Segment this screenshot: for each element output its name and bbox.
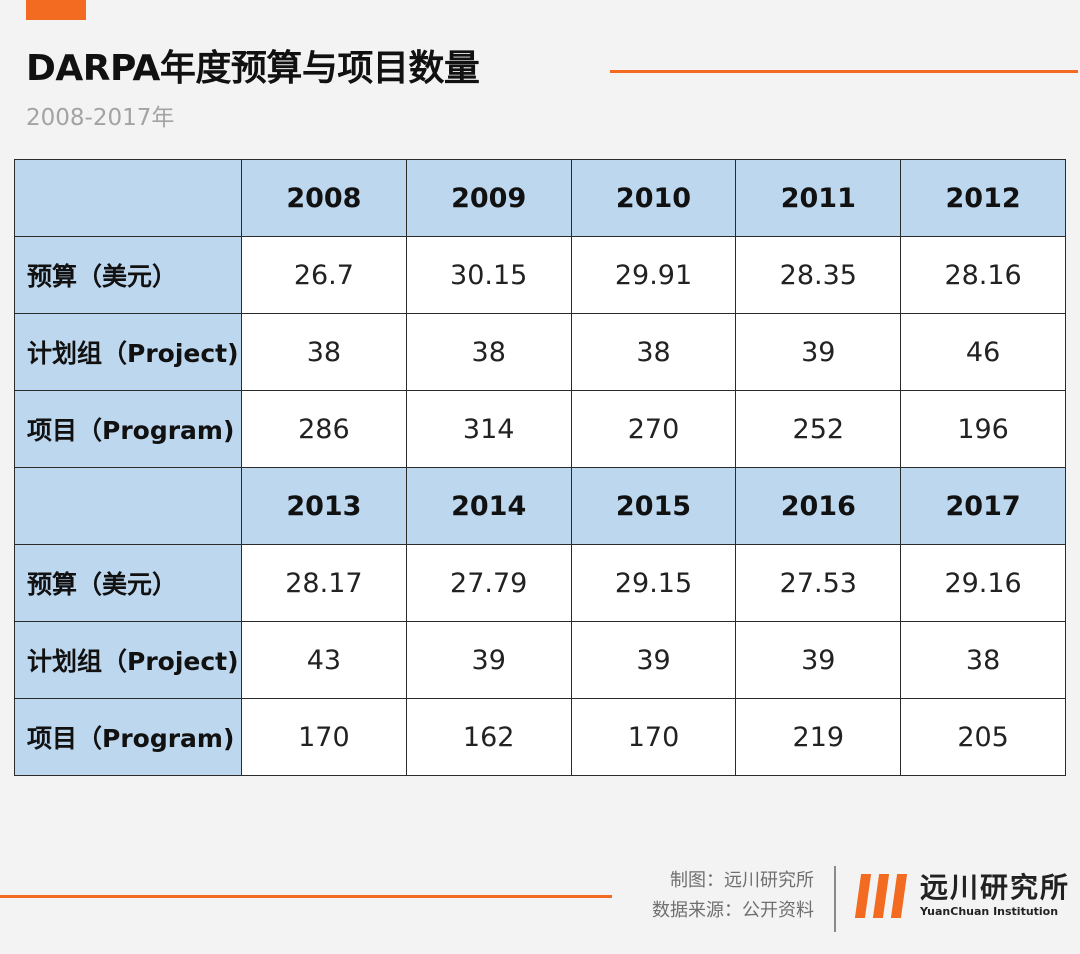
- value-cell: 26.7: [241, 236, 407, 314]
- value-cell: 270: [570, 390, 737, 468]
- value-cell: 252: [735, 390, 902, 468]
- brand-bar: [890, 874, 908, 918]
- value-cell: 39: [735, 621, 902, 699]
- chart-title: DARPA年度预算与项目数量: [26, 48, 480, 89]
- made-by-text: 制图：远川研究所: [670, 870, 814, 891]
- value-cell: 219: [735, 698, 902, 776]
- value-cell: 43: [241, 621, 407, 699]
- row-label-cell: 项目（Program): [14, 390, 242, 468]
- footer-rule: [0, 895, 612, 898]
- value-cell: 30.15: [405, 236, 572, 314]
- value-cell: 29.16: [900, 544, 1066, 622]
- header-corner-cell: [14, 467, 242, 545]
- table-row: 计划组（Project) 38 38 38 39 46: [14, 313, 1066, 391]
- row-label-cell: 预算（美元）: [14, 236, 242, 314]
- credits: 制图：远川研究所 数据来源：公开资料: [652, 866, 814, 926]
- year-header-cell: 2008: [241, 159, 407, 237]
- value-cell: 196: [900, 390, 1066, 468]
- value-cell: 27.53: [735, 544, 902, 622]
- value-cell: 29.15: [570, 544, 737, 622]
- chart-subtitle: 2008-2017年: [26, 105, 175, 131]
- value-cell: 286: [241, 390, 407, 468]
- year-header-cell: 2016: [735, 467, 902, 545]
- value-cell: 38: [570, 313, 737, 391]
- row-label-cell: 计划组（Project): [14, 313, 242, 391]
- row-label-cell: 计划组（Project): [14, 621, 242, 699]
- year-header-cell: 2014: [405, 467, 572, 545]
- brand-bar: [872, 874, 890, 918]
- header-corner-cell: [14, 159, 242, 237]
- year-header-cell: 2011: [735, 159, 902, 237]
- value-cell: 29.91: [570, 236, 737, 314]
- year-header-cell: 2009: [405, 159, 572, 237]
- top-accent-bar: [26, 0, 86, 20]
- table-row: 计划组（Project) 43 39 39 39 38: [14, 621, 1066, 699]
- year-header-cell: 2012: [900, 159, 1066, 237]
- value-cell: 205: [900, 698, 1066, 776]
- row-label-cell: 项目（Program): [14, 698, 242, 776]
- data-table: 2008 2009 2010 2011 2012 预算（美元） 26.7 30.15 29.91…: [14, 159, 1066, 776]
- value-cell: 28.17: [241, 544, 407, 622]
- title-rule: [610, 70, 1078, 73]
- year-header-cell: 2013: [241, 467, 407, 545]
- table-row: 预算（美元） 26.7 30.15 29.91 28.35 28.16: [14, 236, 1066, 314]
- logo-english-name: YuanChuan Institution: [920, 905, 1059, 918]
- value-cell: 39: [405, 621, 572, 699]
- value-cell: 170: [570, 698, 737, 776]
- year-header-cell: 2017: [900, 467, 1066, 545]
- logo-name: 远川研究所: [920, 871, 1071, 904]
- value-cell: 314: [405, 390, 572, 468]
- table-row: 项目（Program) 170 162 170 219 205: [14, 698, 1066, 776]
- value-cell: 162: [405, 698, 572, 776]
- value-cell: 38: [405, 313, 572, 391]
- year-header-row: 2008 2009 2010 2011 2012: [14, 159, 1066, 237]
- value-cell: 28.35: [735, 236, 902, 314]
- source-text: 数据来源：公开资料: [652, 900, 814, 921]
- year-header-cell: 2010: [570, 159, 737, 237]
- year-header-cell: 2015: [570, 467, 737, 545]
- value-cell: 38: [241, 313, 407, 391]
- value-cell: 170: [241, 698, 407, 776]
- value-cell: 39: [735, 313, 902, 391]
- value-cell: 38: [900, 621, 1066, 699]
- row-label-cell: 预算（美元）: [14, 544, 242, 622]
- year-header-row: 2013 2014 2015 2016 2017: [14, 467, 1066, 545]
- table-row: 项目（Program) 286 314 270 252 196: [14, 390, 1066, 468]
- brand-bars-icon: [854, 874, 910, 918]
- value-cell: 46: [900, 313, 1066, 391]
- brand-bar: [854, 874, 872, 918]
- value-cell: 39: [570, 621, 737, 699]
- value-cell: 28.16: [900, 236, 1066, 314]
- footer-divider: [834, 866, 836, 932]
- value-cell: 27.79: [405, 544, 572, 622]
- table-row: 预算（美元） 28.17 27.79 29.15 27.53 29.16: [14, 544, 1066, 622]
